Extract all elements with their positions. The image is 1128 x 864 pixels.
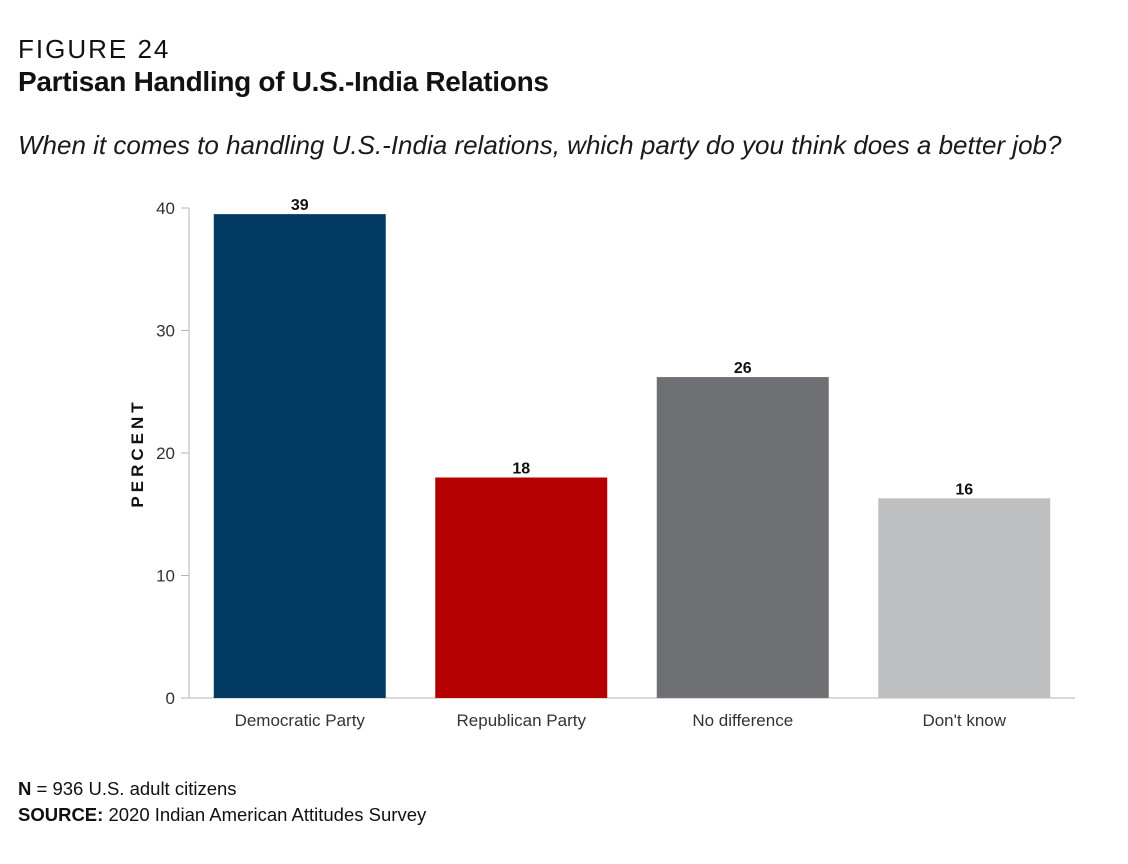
- bar: [878, 498, 1051, 698]
- x-tick-label: No difference: [692, 711, 793, 730]
- source-text: 2020 Indian American Attitudes Survey: [103, 804, 427, 825]
- figure-label: FIGURE 24: [18, 34, 171, 64]
- bar: [656, 377, 829, 698]
- y-tick-label: 20: [156, 444, 175, 463]
- data-label: 18: [512, 461, 530, 478]
- bar: [435, 477, 608, 698]
- sample-size-note: N = 936 U.S. adult citizens: [18, 778, 237, 800]
- bar: [213, 214, 386, 698]
- y-tick-label: 0: [166, 689, 175, 708]
- y-tick-label: 10: [156, 567, 175, 586]
- data-label: 39: [291, 197, 309, 214]
- x-tick-label: Republican Party: [457, 711, 587, 730]
- y-tick-label: 40: [156, 199, 175, 218]
- chart-title: Partisan Handling of U.S.-India Relation…: [18, 66, 549, 97]
- y-tick-label: 30: [156, 322, 175, 341]
- sample-size-text: = 936 U.S. adult citizens: [31, 778, 237, 799]
- source-label: SOURCE:: [18, 804, 104, 825]
- x-tick-label: Don't know: [922, 711, 1006, 730]
- sample-size-label: N: [18, 778, 32, 799]
- data-label: 26: [734, 360, 752, 377]
- source-note: SOURCE: 2020 Indian American Attitudes S…: [18, 804, 426, 826]
- x-tick-label: Democratic Party: [235, 711, 366, 730]
- data-label: 16: [955, 481, 973, 498]
- y-axis-title: PERCENT: [128, 398, 147, 507]
- chart-subtitle: When it comes to handling U.S.-India rel…: [18, 130, 1062, 160]
